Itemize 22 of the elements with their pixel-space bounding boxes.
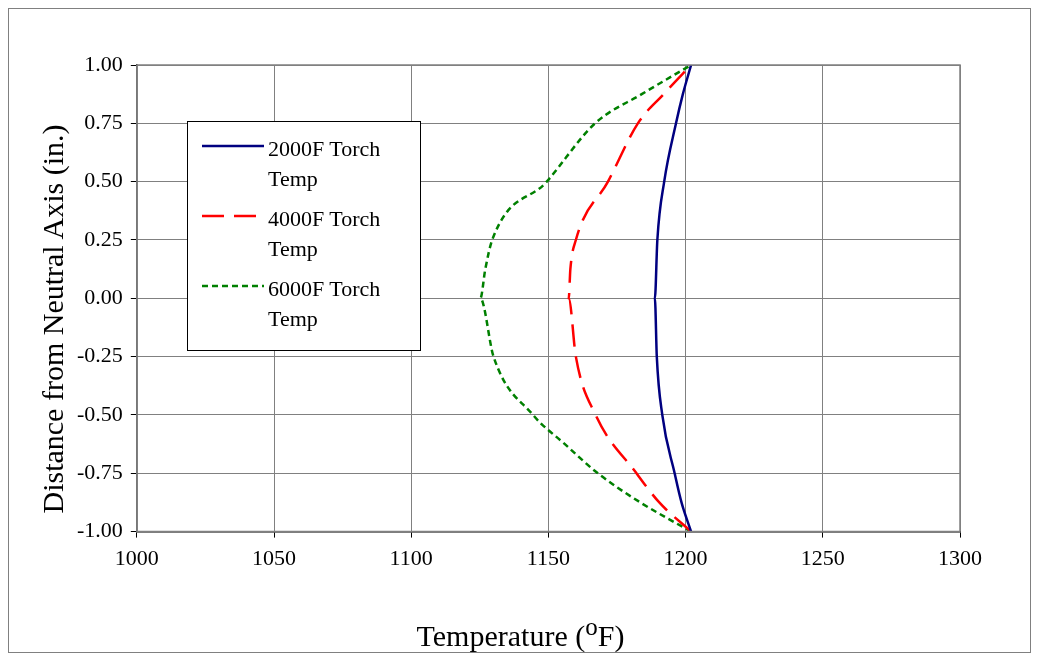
legend-label: 2000F Torch Temp (268, 135, 382, 193)
legend-label: 4000F Torch Temp (268, 205, 382, 263)
y-tick-label: 0.50 (84, 167, 123, 193)
y-tick-label: 0.25 (84, 225, 123, 251)
x-axis-title: Temperature ($^{o}$F) (415, 613, 626, 653)
y-tick-label: -0.75 (77, 459, 123, 485)
x-tick-label: 1050 (252, 544, 297, 570)
x-tick-label: 1300 (938, 544, 982, 570)
legend-label: 6000F Torch Temp (268, 275, 382, 333)
x-tick-label: 1150 (526, 544, 571, 570)
y-tick-label: -0.50 (77, 400, 123, 426)
y-tick-label: 0.00 (84, 284, 123, 310)
x-tick-label: 1000 (114, 544, 159, 570)
y-axis-title: Distance from Neutral Axis (in.) (36, 124, 70, 514)
line-series (653, 65, 693, 532)
y-tick-label: -1.00 (77, 517, 123, 543)
y-tick-label: 1.00 (84, 50, 123, 76)
y-tick-label: -0.25 (77, 342, 123, 368)
x-tick-label: 1100 (389, 544, 433, 570)
x-tick-label: 1250 (800, 544, 845, 570)
y-tick-label: 0.75 (84, 109, 123, 135)
x-tick-label: 1200 (663, 544, 708, 570)
